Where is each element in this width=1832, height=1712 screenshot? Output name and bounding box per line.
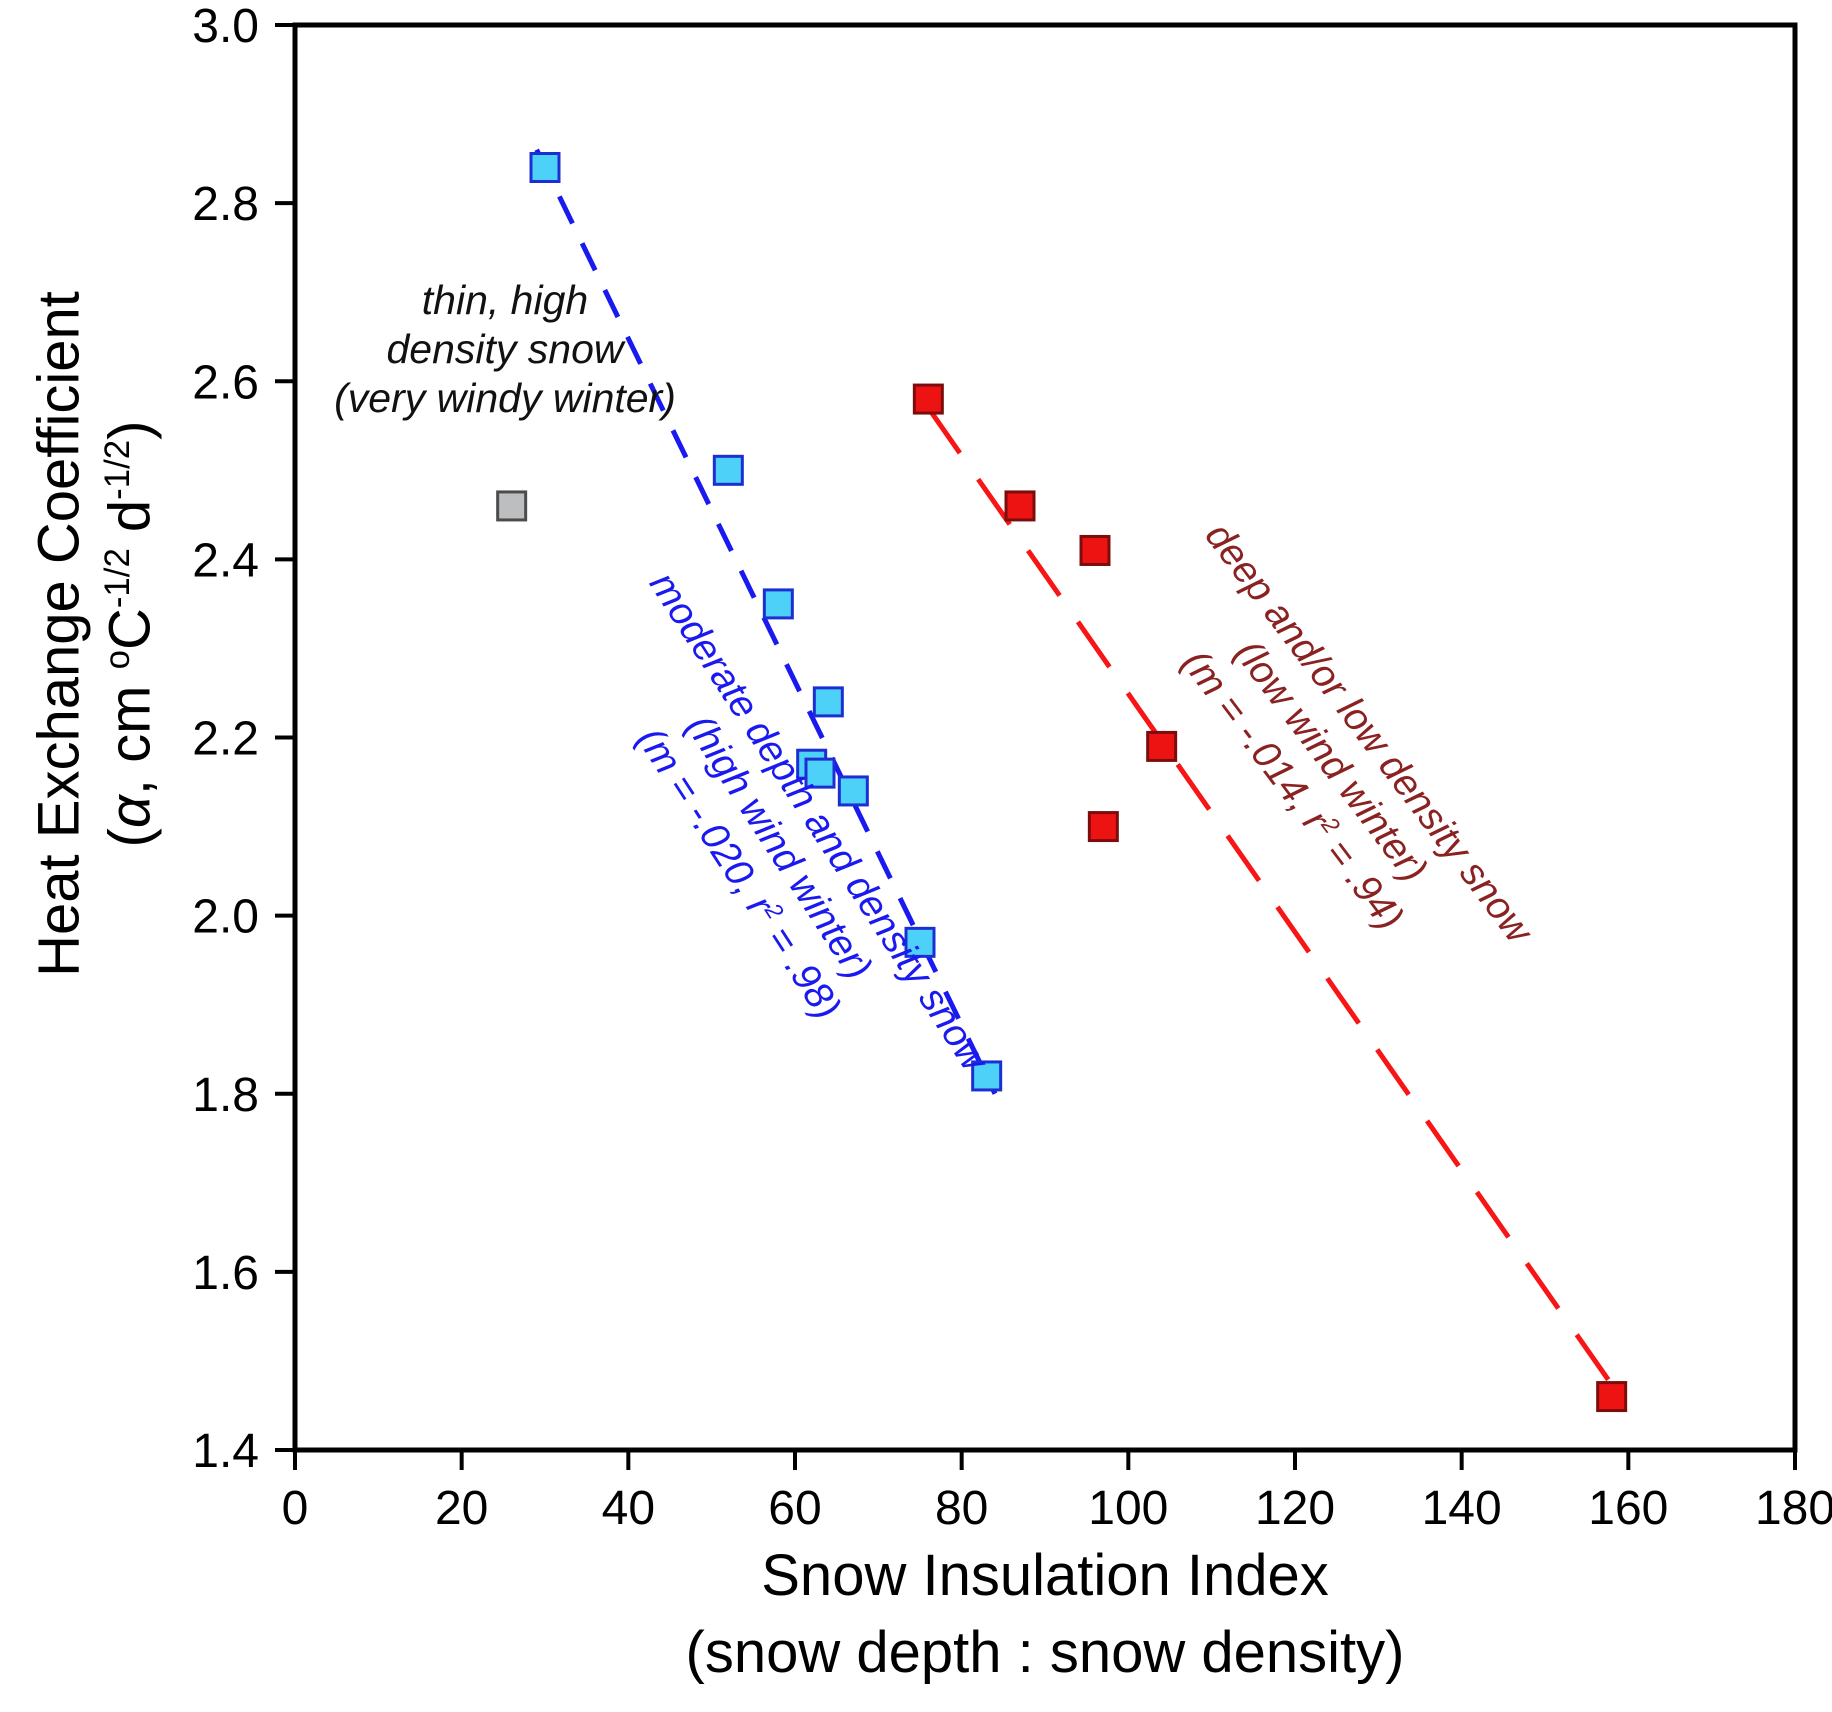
data-point-marker [1596,1381,1628,1413]
y-tick-label: 3.0 [192,0,259,53]
y-tick-label: 2.2 [192,713,259,766]
data-point-marker [529,152,561,183]
y-axis-title-line1: Heat Exchange Coefficient [26,291,92,977]
y-tick-label: 2.0 [192,891,259,944]
x-tick-label: 100 [1088,1482,1168,1535]
x-tick-label: 180 [1755,1482,1832,1535]
x-tick-label: 120 [1255,1482,1335,1535]
x-tick-label: 40 [602,1482,655,1535]
y-tick-label: 1.8 [192,1069,259,1122]
y-tick-label: 2.6 [192,356,259,409]
x-tick-label: 20 [435,1482,488,1535]
data-point-marker [1079,534,1111,566]
data-point-marker [712,454,744,486]
data-point-marker [762,588,794,620]
annotation-line: (very windy winter) [334,375,676,422]
x-axis-title-line1: Snow Insulation Index [761,1543,1329,1608]
y-tick-label: 2.4 [192,534,259,587]
data-point-marker [812,686,844,718]
y-axis-title-line2: (α, cm oC-1/2 d-1/2) [97,420,162,848]
data-point-marker [912,383,944,415]
data-point-marker [837,775,869,807]
annotation-line: density snow [386,326,624,373]
annotation-line: thin, high [421,277,589,324]
data-point-marker [971,1060,1003,1092]
y-axis-title: Heat Exchange Coefficient (α, cm oC-1/2 … [24,291,166,977]
x-tick-label: 140 [1422,1482,1502,1535]
y-tick-label: 2.8 [192,178,259,231]
data-point-marker [904,926,936,958]
plot-frame [292,22,1798,1453]
trend-line [926,406,1623,1398]
x-tick-label: 160 [1588,1482,1668,1535]
alpha-symbol: α [97,795,162,829]
x-tick-label: 0 [282,1482,309,1535]
data-point-marker [1087,811,1119,843]
trend-line [534,148,998,1095]
data-point-marker [804,757,836,789]
x-axis-title: Snow Insulation Index (snow depth : snow… [295,1538,1795,1691]
data-point-marker [1004,490,1036,522]
x-tick-label: 80 [935,1482,988,1535]
annotation-thin-high-density-snow: thin, high density snow (very windy wint… [334,276,676,424]
x-tick-label: 60 [768,1482,821,1535]
data-point-marker [496,490,528,522]
y-tick-label: 1.4 [192,1425,259,1478]
data-point-marker [1146,730,1178,762]
y-tick-label: 1.6 [192,1247,259,1300]
x-axis-title-line2: (snow depth : snow density) [685,1619,1405,1685]
